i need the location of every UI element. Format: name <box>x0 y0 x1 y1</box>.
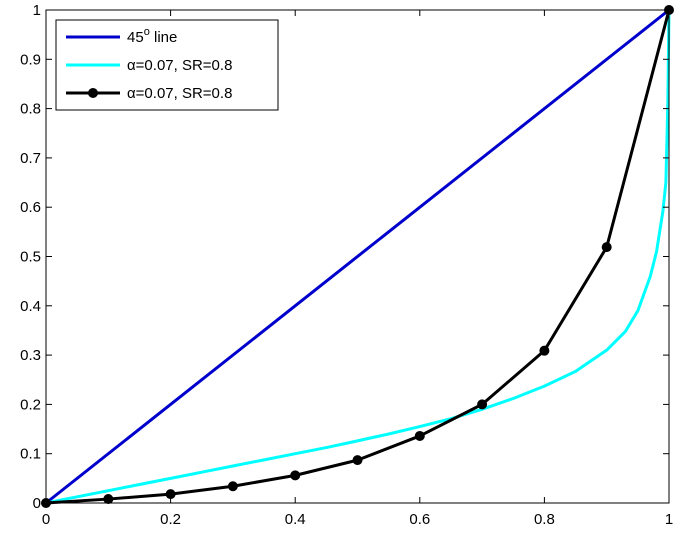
series-3-point-5 <box>290 470 301 481</box>
series-3-point-10 <box>601 242 612 253</box>
y-tick-label-11: 1 <box>33 2 41 19</box>
y-tick-label-2: 0.1 <box>20 446 41 463</box>
series-3-point-9 <box>539 345 550 356</box>
y-tick-label-10: 0.9 <box>20 51 41 68</box>
x-tick-label-3: 0.4 <box>285 511 306 528</box>
x-tick-label-4: 0.6 <box>409 511 430 528</box>
series-1-line <box>44 8 671 505</box>
legend-marker-3 <box>88 88 98 98</box>
series-layer <box>41 5 674 508</box>
legend-label-rest-1: line <box>150 29 178 46</box>
legend-label-1: 45o line <box>127 26 177 46</box>
x-tick-label-2: 0.2 <box>160 511 181 528</box>
y-tick-label-1: 0 <box>33 495 41 512</box>
legend-label-3: α=0.07, SR=0.8 <box>127 85 232 102</box>
y-tick-label-5: 0.4 <box>20 298 41 315</box>
y-tick-label-4: 0.3 <box>20 347 41 364</box>
y-tick-label-7: 0.6 <box>20 199 41 216</box>
legend-label-2: α=0.07, SR=0.8 <box>127 57 232 74</box>
series-1 <box>44 8 671 505</box>
series-3-point-2 <box>103 494 114 505</box>
axes: 0 0.2 0.4 0.6 0.8 1 0 0.1 0.2 0.3 0.4 0.5 0.6 0.7 0.8 0… <box>20 2 673 528</box>
series-3-point-7 <box>414 430 425 441</box>
x-tick-label-1: 0 <box>42 511 50 528</box>
x-tick-label-6: 1 <box>665 511 673 528</box>
series-3-point-4 <box>227 481 238 492</box>
y-tick-label-6: 0.5 <box>20 249 41 266</box>
legend-label-main-1: 45 <box>127 29 144 46</box>
series-3-point-8 <box>477 399 488 410</box>
legend-entry-2: α=0.07, SR=0.8 <box>66 57 232 74</box>
legend-label-sup-1: o <box>144 26 150 38</box>
x-tick-label-5: 0.8 <box>534 511 555 528</box>
y-tick-label-8: 0.7 <box>20 150 41 167</box>
legend-entry-3: α=0.07, SR=0.8 <box>66 85 232 102</box>
y-tick-label-3: 0.2 <box>20 396 41 413</box>
legend-entry-1: 45o line <box>66 26 177 46</box>
y-tick-label-9: 0.8 <box>20 101 41 118</box>
legend: 45o line α=0.07, SR=0.8 α=0.07, SR=0.8 <box>55 19 279 111</box>
series-3-point-6 <box>352 455 363 466</box>
